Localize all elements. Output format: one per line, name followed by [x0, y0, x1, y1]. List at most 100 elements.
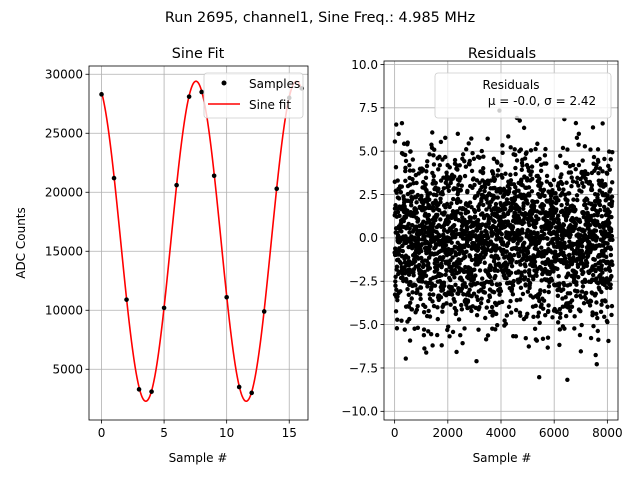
residual-point — [452, 157, 458, 163]
residual-point — [584, 260, 590, 266]
residual-point — [503, 206, 508, 212]
residual-point — [532, 259, 538, 264]
residual-point — [426, 261, 431, 266]
residual-point — [431, 147, 437, 152]
residual-point — [432, 283, 438, 288]
residual-point — [593, 228, 599, 233]
residual-point — [455, 131, 461, 137]
residual-point — [539, 229, 544, 234]
residual-point — [598, 207, 603, 213]
residual-point — [521, 201, 526, 206]
residual-point — [605, 241, 610, 246]
residual-point — [453, 215, 458, 220]
residual-point — [465, 188, 470, 194]
residual-point — [409, 307, 415, 312]
residual-point — [504, 197, 510, 202]
sample-point — [136, 387, 142, 392]
residual-point — [427, 292, 432, 297]
residual-point — [579, 322, 584, 328]
residual-point — [459, 278, 465, 283]
y-tick-label: 10.0 — [351, 58, 378, 72]
residual-point — [556, 198, 561, 203]
residual-point — [520, 163, 525, 168]
residual-point — [426, 329, 431, 334]
residual-point — [435, 212, 440, 218]
residual-point — [608, 252, 614, 258]
residual-point — [403, 178, 408, 183]
residual-point — [523, 283, 528, 288]
residual-point — [399, 229, 404, 234]
residual-point — [415, 303, 420, 309]
residual-point — [408, 209, 414, 215]
residual-point — [481, 166, 486, 171]
residual-point — [608, 157, 613, 162]
legend-samples-marker — [221, 80, 227, 86]
residual-point — [546, 289, 551, 295]
residual-point — [518, 297, 523, 302]
residual-point — [543, 312, 548, 318]
residual-point — [577, 219, 583, 225]
y-tick-label: −7.5 — [349, 361, 378, 375]
residual-point — [591, 154, 597, 160]
residual-point — [525, 178, 530, 183]
residual-point — [595, 147, 601, 152]
residual-point — [585, 253, 591, 258]
residual-point — [470, 229, 476, 234]
residual-point — [557, 342, 562, 348]
residual-point — [488, 265, 494, 270]
residual-point — [536, 310, 541, 315]
residual-point — [580, 158, 585, 163]
residual-point — [395, 294, 400, 299]
residual-point — [608, 246, 614, 252]
residual-point — [553, 190, 558, 196]
residual-point — [604, 171, 610, 176]
residual-point — [474, 228, 480, 233]
residuals-legend: Residuals μ = -0.0, σ = 2.42 — [434, 72, 612, 119]
residuals-ticks: 0 2000 4000 6000 8000 −10.0 −7.5 −5.0 −2.5 0.0 2.5… — [341, 58, 622, 440]
residual-point — [459, 286, 465, 291]
residual-point — [538, 168, 544, 173]
residual-point — [540, 306, 546, 311]
residual-point — [522, 269, 528, 274]
sample-point — [186, 94, 192, 99]
residual-point — [604, 254, 609, 260]
residual-point — [433, 180, 438, 186]
residual-point — [605, 319, 610, 325]
residual-point — [608, 285, 613, 291]
residual-point — [511, 252, 517, 258]
residual-point — [435, 316, 440, 322]
residual-point — [487, 203, 492, 208]
sample-point — [161, 305, 167, 311]
residual-point — [565, 198, 570, 203]
residual-point — [462, 244, 467, 250]
residual-point — [535, 230, 540, 236]
residual-point — [600, 121, 605, 126]
residual-point — [497, 292, 502, 297]
residual-point — [550, 214, 556, 219]
residual-point — [407, 230, 412, 235]
residual-point — [574, 193, 580, 198]
residual-point — [495, 173, 500, 178]
residual-point — [592, 257, 597, 262]
residual-point — [606, 163, 611, 169]
residual-point — [459, 307, 465, 312]
residual-point — [597, 166, 603, 171]
residual-point — [596, 170, 601, 176]
residual-point — [609, 312, 614, 318]
residual-point — [459, 183, 464, 188]
residual-point — [499, 163, 504, 168]
residual-point — [514, 158, 520, 163]
residual-point — [555, 320, 561, 325]
residual-point — [439, 273, 444, 278]
residual-point — [424, 169, 429, 174]
residual-point — [438, 199, 443, 205]
residual-point — [588, 147, 593, 152]
residual-point — [440, 287, 446, 292]
residual-point — [474, 313, 480, 318]
residual-point — [593, 291, 598, 296]
residual-point — [578, 308, 583, 314]
residual-point — [415, 325, 421, 331]
residual-point — [594, 162, 599, 168]
residual-point — [564, 160, 569, 166]
residual-point — [593, 352, 598, 358]
